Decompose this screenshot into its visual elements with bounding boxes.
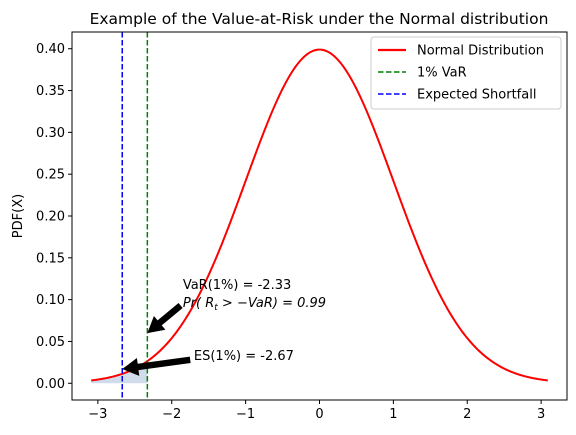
legend: Normal Distribution 1% VaR Expected Shortf… bbox=[370, 36, 562, 110]
y-tick-label: 0.20 bbox=[36, 210, 65, 225]
var-annotation-arrow bbox=[147, 303, 183, 334]
x-tick-label: −3 bbox=[88, 407, 107, 422]
x-tick-label: 1 bbox=[389, 407, 397, 422]
y-tick-label: 0.05 bbox=[36, 335, 65, 350]
x-tick-label: −1 bbox=[236, 407, 255, 422]
x-axis: −3 −2 −1 0 1 2 3 bbox=[88, 400, 545, 422]
y-tick-label: 0.25 bbox=[36, 168, 65, 183]
shaded-tail-area bbox=[91, 361, 148, 384]
y-tick-label: 0.40 bbox=[36, 42, 65, 57]
y-axis: 0.00 0.05 0.10 0.15 0.20 0.25 0.30 0.35 0.40 bbox=[36, 42, 72, 392]
y-tick-label: 0.35 bbox=[36, 84, 65, 99]
legend-label: Normal Distribution bbox=[417, 44, 544, 59]
annotations: VaR(1%) = -2.33 Pr( Rt > −VaR) = 0.99 ES(1… bbox=[122, 278, 326, 376]
plot-area bbox=[91, 32, 548, 400]
x-tick-label: 3 bbox=[537, 407, 545, 422]
es-annotation-arrow bbox=[122, 356, 191, 376]
y-tick-label: 0.15 bbox=[36, 251, 65, 266]
legend-box bbox=[370, 36, 562, 110]
y-tick-label: 0.30 bbox=[36, 126, 65, 141]
chart-title: Example of the Value-at-Risk under the N… bbox=[90, 10, 549, 28]
y-tick-label: 0.00 bbox=[36, 377, 65, 392]
x-tick-label: 2 bbox=[463, 407, 471, 422]
plot-frame bbox=[71, 31, 568, 401]
legend-label: 1% VaR bbox=[417, 66, 467, 81]
var-annotation-line2: Pr( Rt > −VaR) = 0.99 bbox=[183, 296, 326, 313]
legend-label: Expected Shortfall bbox=[417, 88, 536, 103]
var-annotation-line1: VaR(1%) = -2.33 bbox=[183, 278, 291, 293]
x-tick-label: −2 bbox=[162, 407, 181, 422]
x-tick-label: 0 bbox=[315, 407, 323, 422]
y-axis-label: PDF(X) bbox=[11, 194, 26, 238]
es-annotation-text: ES(1%) = -2.67 bbox=[194, 349, 294, 364]
series-normal-distribution-line bbox=[91, 48, 548, 382]
y-tick-label: 0.10 bbox=[36, 293, 65, 308]
